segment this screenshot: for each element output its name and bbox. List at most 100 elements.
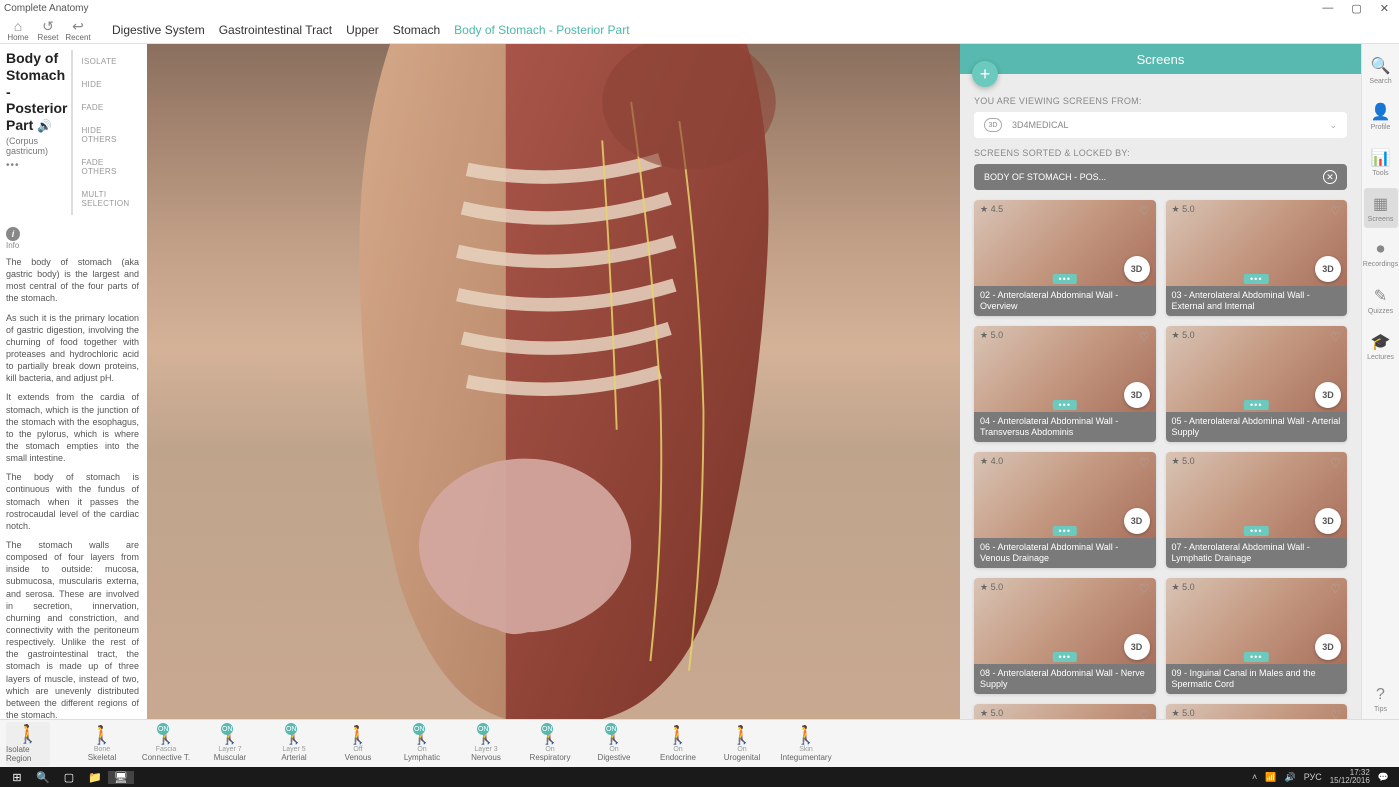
sorted-by-label: SCREENS SORTED & LOCKED BY: xyxy=(974,148,1347,158)
body-system-icon: 🚶 xyxy=(91,725,113,746)
toolbar-profile-button[interactable]: 👤Profile xyxy=(1364,96,1398,136)
card-more-icon[interactable]: ••• xyxy=(1053,274,1077,284)
layer-connective-t--button[interactable]: 🚶ONFasciaConnective T. xyxy=(134,725,198,762)
card-more-icon[interactable]: ••• xyxy=(1053,400,1077,410)
card-more-icon[interactable]: ••• xyxy=(1244,274,1268,284)
layer-digestive-button[interactable]: 🚶ONOnDigestive xyxy=(582,725,646,762)
home-button[interactable]: ⌂Home xyxy=(4,19,32,42)
screen-card[interactable]: ★ 5.0♡•••3D09 - Inguinal Canal in Males … xyxy=(1166,578,1348,694)
action-isolate[interactable]: ISOLATE xyxy=(73,50,139,73)
viewing-from-label: YOU ARE VIEWING SCREENS FROM: xyxy=(974,96,1347,106)
toolbar-search-button[interactable]: 🔍Search xyxy=(1364,50,1398,90)
screen-card[interactable]: ★ 5.0♡•••3D08 - Anterolateral Abdominal … xyxy=(974,578,1156,694)
body-system-icon: 🚶ON xyxy=(283,725,305,746)
breadcrumb-item[interactable]: Digestive System xyxy=(112,23,205,37)
more-icon[interactable]: ••• xyxy=(6,160,67,171)
card-more-icon[interactable]: ••• xyxy=(1244,400,1268,410)
breadcrumb-item[interactable]: Body of Stomach - Posterior Part xyxy=(454,23,629,37)
screen-card[interactable]: ★ 4.5♡•••3D02 - Anterolateral Abdominal … xyxy=(974,200,1156,316)
screens-icon: ▦ xyxy=(1373,194,1388,214)
toolbar-tips-button[interactable]: ?Tips xyxy=(1364,679,1398,719)
card-more-icon[interactable]: ••• xyxy=(1053,526,1077,536)
toolbar-recordings-button[interactable]: ⏺Recordings xyxy=(1364,234,1398,274)
layer-skeletal-button[interactable]: 🚶BoneSkeletal xyxy=(70,725,134,762)
screen-card[interactable]: ★ 4.0♡•••3D06 - Anterolateral Abdominal … xyxy=(974,452,1156,568)
layer-respiratory-button[interactable]: 🚶ONOnRespiratory xyxy=(518,725,582,762)
layer-nervous-button[interactable]: 🚶ONLayer 3Nervous xyxy=(454,725,518,762)
toolbar-lectures-button[interactable]: 🎓Lectures xyxy=(1364,326,1398,366)
3d-icon: 3D xyxy=(1315,256,1341,282)
card-more-icon[interactable]: ••• xyxy=(1053,652,1077,662)
3d-icon: 3D xyxy=(1124,382,1150,408)
add-screen-button[interactable]: + xyxy=(972,61,998,87)
isolate-region-button[interactable]: 🚶 Isolate Region xyxy=(6,722,50,766)
action-fade[interactable]: FADE xyxy=(73,96,139,119)
favorite-icon[interactable]: ♡ xyxy=(1330,330,1341,344)
action-multi-selection[interactable]: MULTI SELECTION xyxy=(73,183,139,215)
info-icon[interactable]: i xyxy=(6,227,20,241)
tray-chevron-icon[interactable]: ˄ xyxy=(1252,772,1257,782)
3d-icon: 3D xyxy=(1315,508,1341,534)
favorite-icon[interactable]: ♡ xyxy=(1330,456,1341,470)
breadcrumb-item[interactable]: Gastrointestinal Tract xyxy=(219,23,332,37)
layer-lymphatic-button[interactable]: 🚶ONOnLymphatic xyxy=(390,725,454,762)
favorite-icon[interactable]: ♡ xyxy=(1139,708,1150,719)
speaker-icon[interactable]: 🔊 xyxy=(37,119,52,133)
rating-badge: ★ 5.0 xyxy=(1172,708,1195,719)
breadcrumb-item[interactable]: Stomach xyxy=(393,23,440,37)
maximize-icon[interactable]: ▢ xyxy=(1351,2,1361,15)
recent-button[interactable]: ↩Recent xyxy=(64,19,92,42)
layer-badge: ON xyxy=(285,723,297,735)
layer-muscular-button[interactable]: 🚶ONLayer 7Muscular xyxy=(198,725,262,762)
task-view-icon[interactable]: ▢ xyxy=(56,771,82,784)
screen-card[interactable]: ★ 5.0♡•••3D10 - Greater and Lesser Oment… xyxy=(974,704,1156,719)
card-more-icon[interactable]: ••• xyxy=(1244,652,1268,662)
screen-card[interactable]: ★ 5.0♡•••3D03 - Anterolateral Abdominal … xyxy=(1166,200,1348,316)
favorite-icon[interactable]: ♡ xyxy=(1139,330,1150,344)
favorite-icon[interactable]: ♡ xyxy=(1139,456,1150,470)
layer-venous-button[interactable]: 🚶OffVenous xyxy=(326,725,390,762)
start-button[interactable]: ⊞ xyxy=(4,771,30,784)
minimize-icon[interactable]: ― xyxy=(1322,2,1333,15)
favorite-icon[interactable]: ♡ xyxy=(1330,708,1341,719)
action-hide[interactable]: HIDE xyxy=(73,73,139,96)
close-icon[interactable]: ✕ xyxy=(1380,2,1389,15)
layer-integumentary-button[interactable]: 🚶SkinIntegumentary xyxy=(774,725,838,762)
toolbar-tools-button[interactable]: 📊Tools xyxy=(1364,142,1398,182)
notifications-icon[interactable]: 💬 xyxy=(1378,772,1389,783)
rating-badge: ★ 4.5 xyxy=(980,204,1003,215)
body-system-icon: 🚶ON xyxy=(475,725,497,746)
tray-volume-icon[interactable]: 🔊 xyxy=(1284,772,1295,783)
action-hide-others[interactable]: HIDE OTHERS xyxy=(73,119,139,151)
screen-card[interactable]: ★ 5.0♡•••3D04 - Anterolateral Abdominal … xyxy=(974,326,1156,442)
search-taskbar-icon[interactable]: 🔍 xyxy=(30,771,56,784)
tray-network-icon[interactable]: 📶 xyxy=(1265,772,1276,783)
favorite-icon[interactable]: ♡ xyxy=(1139,204,1150,218)
clock-date[interactable]: 15/12/2016 xyxy=(1330,777,1370,785)
card-title: 07 - Anterolateral Abdominal Wall - Lymp… xyxy=(1166,538,1348,568)
source-selector[interactable]: 3D 3D4MEDICAL ⌄ xyxy=(974,112,1347,138)
toolbar-quizzes-button[interactable]: ✎Quizzes xyxy=(1364,280,1398,320)
layer-endocrine-button[interactable]: 🚶OnEndocrine xyxy=(646,725,710,762)
card-title: 08 - Anterolateral Abdominal Wall - Nerv… xyxy=(974,664,1156,694)
app-taskbar-icon[interactable]: 🖥 xyxy=(108,771,134,784)
screen-card[interactable]: ★ 5.0♡•••3D05 - Anterolateral Abdominal … xyxy=(1166,326,1348,442)
tray-language-icon[interactable]: РУС xyxy=(1304,772,1322,782)
card-more-icon[interactable]: ••• xyxy=(1244,526,1268,536)
screen-card[interactable]: ★ 5.0 ♡ ••• 3D 07 - Anterolateral Abdominal … xyxy=(1166,452,1348,568)
recordings-icon: ⏺ xyxy=(1376,241,1384,259)
rating-badge: ★ 5.0 xyxy=(1172,456,1195,467)
clear-filter-icon[interactable]: ✕ xyxy=(1323,170,1337,184)
layer-urogenital-button[interactable]: 🚶OnUrogenital xyxy=(710,725,774,762)
screen-card[interactable]: ★ 5.0♡•••3D11 - Greater Omentum - Arteri… xyxy=(1166,704,1348,719)
favorite-icon[interactable]: ♡ xyxy=(1330,582,1341,596)
toolbar-screens-button[interactable]: ▦Screens xyxy=(1364,188,1398,228)
breadcrumb-item[interactable]: Upper xyxy=(346,23,379,37)
favorite-icon[interactable]: ♡ xyxy=(1139,582,1150,596)
favorite-icon[interactable]: ♡ xyxy=(1330,204,1341,218)
3d-viewport[interactable] xyxy=(147,44,960,719)
reset-button[interactable]: ↺Reset xyxy=(34,19,62,42)
explorer-icon[interactable]: 📁 xyxy=(82,771,108,784)
layer-arterial-button[interactable]: 🚶ONLayer 5Arterial xyxy=(262,725,326,762)
action-fade-others[interactable]: FADE OTHERS xyxy=(73,151,139,183)
